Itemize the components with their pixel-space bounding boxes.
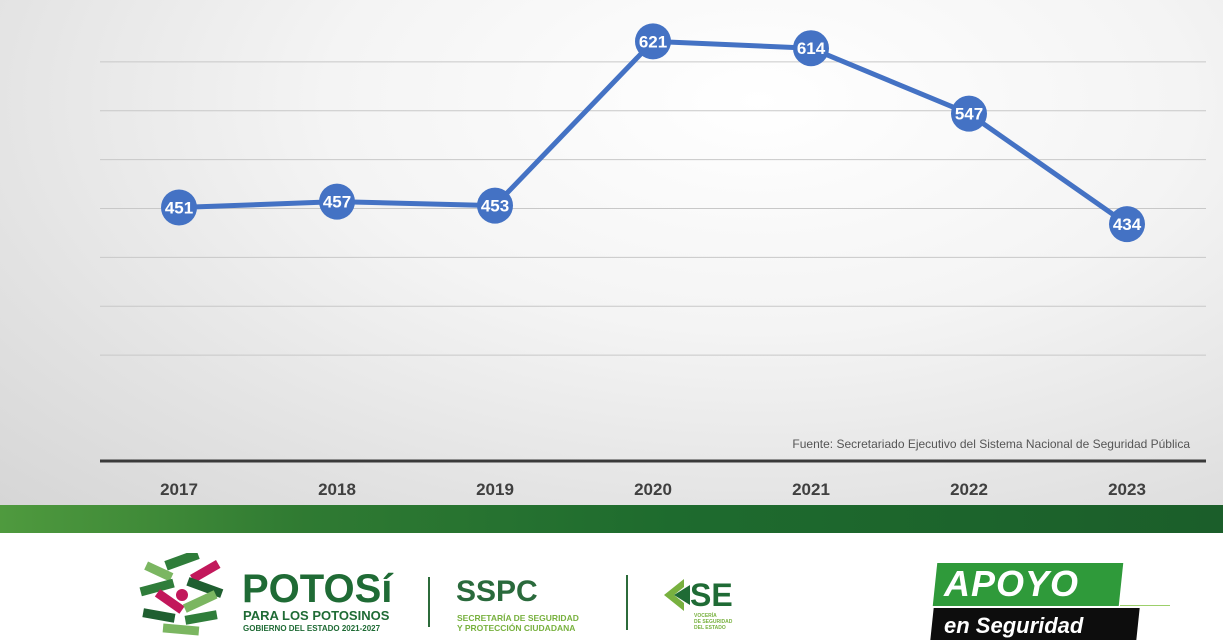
x-tick-label: 2020: [634, 480, 672, 499]
se-line-1: VOCERÍA: [694, 613, 717, 619]
x-tick-label: 2021: [792, 480, 830, 499]
x-tick-label: 2023: [1108, 480, 1146, 499]
divider: [428, 577, 430, 627]
data-label: 614: [797, 39, 826, 58]
se-chevron-icon: [664, 579, 690, 611]
line-chart: 2017 2018 2019 2020 2021 2022 2023 451 457 453 621…: [100, 23, 1206, 499]
green-band: [0, 505, 1223, 533]
sspc-subtitle: SECRETARÍA DE SEGURIDAD Y PROTECCIÓN CIU…: [457, 613, 607, 633]
chart-area: 2017 2018 2019 2020 2021 2022 2023 451 457 453 621…: [0, 0, 1223, 505]
sspc-title: SSPC: [456, 575, 538, 608]
data-label: 621: [639, 32, 667, 51]
data-point-marker: [1109, 206, 1145, 243]
data-point-marker: [477, 187, 513, 224]
data-point-marker: [793, 30, 829, 67]
potosi-title: POTOSí: [242, 567, 393, 611]
se-subtitle: VOCERÍA DE SEGURIDAD DEL ESTADO: [694, 613, 754, 631]
data-label: 453: [481, 197, 509, 216]
x-tick-label: 2018: [318, 480, 356, 499]
footer: POTOSí PARA LOS POTOSINOS GOBIERNO DEL E…: [0, 533, 1223, 640]
data-point-marker: [951, 95, 987, 132]
potosi-government: GOBIERNO DEL ESTADO 2021-2027: [243, 624, 381, 633]
data-point-marker: [161, 189, 197, 226]
apoyo-underline: [1120, 605, 1170, 606]
se-line-2: DE SEGURIDAD: [694, 619, 733, 625]
data-label: 451: [165, 199, 193, 218]
sspc-line-1: SECRETARÍA DE SEGURIDAD: [457, 613, 579, 623]
data-point-marker: [319, 183, 355, 220]
data-point-marker: [635, 23, 671, 60]
x-tick-label: 2022: [950, 480, 988, 499]
se-line-3: DEL ESTADO: [694, 625, 726, 631]
se-title: SE: [690, 577, 733, 613]
data-label: 457: [323, 193, 351, 212]
potosi-emblem-icon: [139, 553, 224, 636]
apoyo-text: APOYO: [944, 563, 1080, 604]
x-tick-label: 2017: [160, 480, 198, 499]
data-label: 547: [955, 105, 983, 124]
data-label: 434: [1113, 215, 1142, 234]
x-tick-label: 2019: [476, 480, 514, 499]
sspc-line-2: Y PROTECCIÓN CIUDADANA: [457, 623, 576, 633]
divider: [626, 575, 628, 630]
seguridad-text: en Seguridad: [944, 613, 1084, 638]
source-note: Fuente: Secretariado Ejecutivo del Siste…: [792, 437, 1190, 451]
potosi-subtitle: PARA LOS POTOSINOS: [243, 608, 390, 623]
